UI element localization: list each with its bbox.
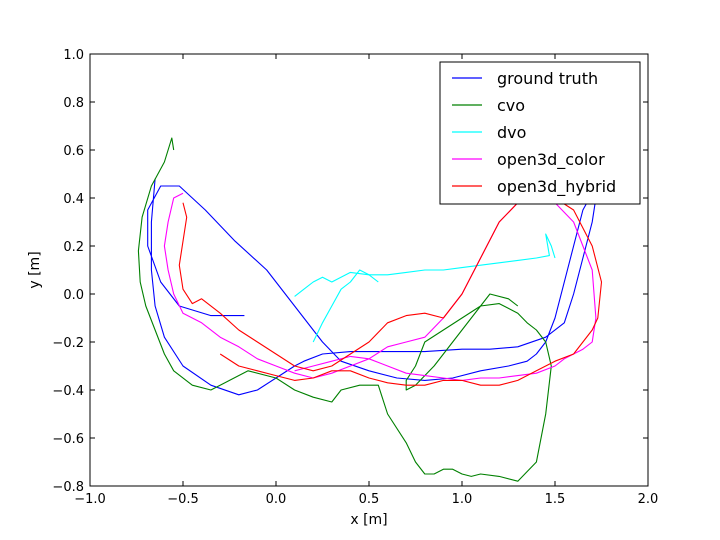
legend-label: open3d_hybrid [497,177,616,197]
y-tick-label: 0.8 [63,96,84,111]
series-line-dvo [294,233,556,297]
x-tick-label: 0.5 [359,492,380,507]
x-tick-label: 1.0 [452,492,473,507]
y-axis-label: y [m] [27,251,43,288]
y-tick-label: 0.6 [63,144,84,159]
x-tick-label: 0.0 [266,492,287,507]
y-tick-label: −0.4 [52,384,84,399]
series-line-dvo-segment [312,269,379,343]
legend-label: cvo [497,96,525,115]
series-line-ground-truth [147,178,597,396]
legend: ground truth cvo dvo open3d_color open3d_hyb… [439,61,641,205]
y-tick-label: 0.4 [63,192,84,207]
y-tick-label: −0.2 [52,336,84,351]
y-tick-label: 0.0 [63,288,84,303]
x-axis-ticks: −1.0 −0.5 0.0 0.5 1.0 1.5 2.0 [74,54,658,507]
x-tick-label: −1.0 [74,492,106,507]
y-tick-label: 0.2 [63,240,84,255]
y-tick-label: 1.0 [63,48,84,63]
y-tick-label: −0.6 [52,432,84,447]
legend-label: dvo [497,123,526,142]
x-tick-label: −0.5 [167,492,199,507]
x-tick-label: 2.0 [638,492,659,507]
legend-box [439,61,641,205]
y-axis-ticks: −0.8 −0.6 −0.4 −0.2 0.0 0.2 0.4 0.6 0.8 1.0 [52,48,648,495]
x-axis-label: x [m] [350,512,387,528]
legend-label: open3d_color [497,150,605,170]
y-tick-label: −0.8 [52,480,84,495]
x-tick-label: 1.5 [545,492,566,507]
legend-label: ground truth [497,69,598,88]
series-line-cvo [137,137,552,482]
